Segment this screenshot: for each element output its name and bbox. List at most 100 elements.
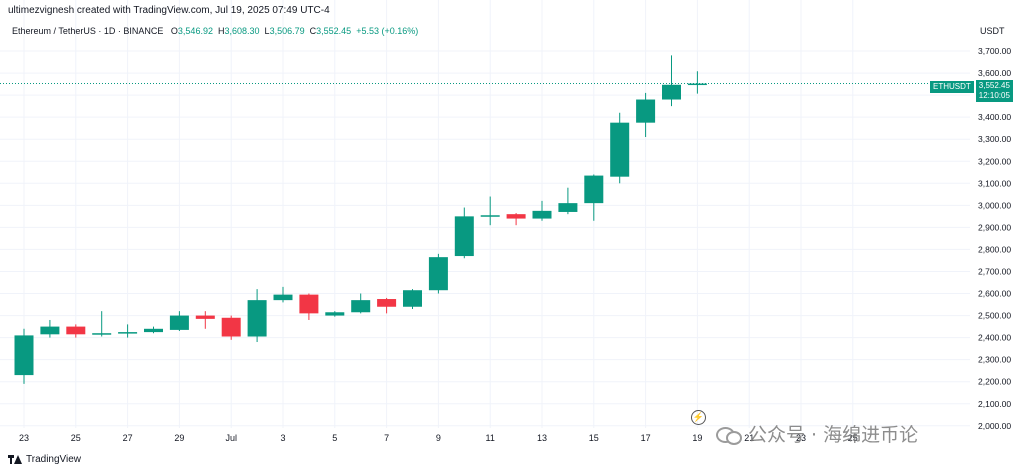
candle-body [558,203,578,212]
candle-body [636,99,656,123]
wechat-icon [716,425,742,445]
candle-body [532,210,552,219]
attribution-line: ultimezvignesh created with TradingView.… [8,5,330,16]
x-tick-label: 7 [384,433,389,443]
y-tick-label: 2,300.00 [978,355,1011,365]
candle [532,200,552,221]
x-tick-label: Jul [225,433,237,443]
y-tick-label: 2,100.00 [978,399,1011,409]
x-tick-label: 25 [848,433,858,443]
candle [480,196,500,226]
candle-body [325,312,345,316]
candle-body [299,294,319,314]
y-tick-label: 3,700.00 [978,46,1011,56]
candle-body [169,315,189,330]
candle [610,112,630,184]
candle [169,311,189,331]
price-tag-box: 3,552.45 12:10:05 [975,80,1013,102]
open-label: O [170,26,178,36]
x-tick-label: 25 [71,433,81,443]
x-tick-label: 29 [174,433,184,443]
price-axis: 2,000.00 2,100.00 2,200.00 2,300.00 2,400.00… [978,46,1011,431]
candle-body [377,299,397,307]
candle-body [118,332,138,334]
candle-body [662,84,681,100]
candle [454,207,474,259]
tradingview-logo[interactable]: TradingView [8,454,81,465]
candle-body [480,215,500,217]
price-tag-price: 3,552.45 [978,81,1010,90]
chart-grid [0,0,970,428]
candle-body [687,83,707,86]
open-value: 3,546.92 [177,26,213,36]
ohlc-legend: Ethereum / TetherUS · 1D · BINANCE O3,54… [12,26,418,36]
candle [506,213,526,226]
x-tick-label: 3 [280,433,285,443]
y-tick-label: 2,500.00 [978,311,1011,321]
symbol-title: Ethereum / TetherUS · 1D · BINANCE [12,26,164,36]
y-tick-label: 3,300.00 [978,134,1011,144]
close-label: C [309,26,317,36]
y-tick-label: 3,100.00 [978,178,1011,188]
tradingview-brand: TradingView [26,454,82,465]
candle [351,293,371,314]
candle [428,253,448,294]
candle [221,315,241,340]
candle-body [247,300,267,337]
candle [14,328,34,384]
low-value: 3,506.79 [269,26,305,36]
lightning-icon[interactable]: ⚡ [691,410,706,425]
candle [144,326,163,334]
price-tag-countdown: 12:10:05 [978,91,1010,100]
y-tick-label: 2,900.00 [978,222,1011,232]
y-tick-label: 3,000.00 [978,200,1011,210]
candle-body [610,122,630,177]
candle [687,71,707,94]
tradingview-logo-icon [8,455,22,464]
y-tick-label: 2,000.00 [978,421,1011,431]
x-tick-label: 15 [589,433,599,443]
price-tag-symbol: ETHUSDT [930,81,974,93]
last-price-tag: ETHUSDT 3,552.45 12:10:05 [930,80,1013,102]
candle-body [221,317,241,337]
currency-label: USDT [980,26,1005,36]
x-tick-label: 23 [796,433,806,443]
candle [247,289,267,343]
time-axis: 23 25 27 29 Jul 3 5 7 9 11 13 15 17 19 21 23 25 [19,433,858,443]
change-value: +5.53 (+0.16%) [356,26,419,36]
candle-body [66,326,86,335]
x-tick-label: 23 [19,433,29,443]
candle [403,289,422,309]
candle [118,324,138,338]
candle-body [40,326,60,335]
y-tick-label: 2,600.00 [978,289,1011,299]
candle-body [273,294,293,301]
x-tick-label: 17 [641,433,651,443]
candle-body [584,175,604,204]
wechat-watermark: 公众号 · 海绵进币论 [716,420,918,447]
y-tick-label: 2,700.00 [978,266,1011,276]
candle-body [92,333,112,335]
low-label: L [264,26,270,36]
candle [195,311,215,329]
candle-body [454,216,474,257]
candle [40,319,60,338]
y-tick-label: 2,800.00 [978,244,1011,254]
candle [273,286,293,303]
x-tick-label: 19 [692,433,702,443]
candle [66,324,86,338]
x-tick-label: 5 [332,433,337,443]
candle [636,92,656,137]
y-tick-label: 3,400.00 [978,112,1011,122]
x-tick-label: 27 [123,433,133,443]
x-tick-label: 9 [436,433,441,443]
candle-body [144,328,163,333]
candle [662,55,681,107]
high-label: H [217,26,225,36]
y-tick-label: 2,200.00 [978,377,1011,387]
candle [377,297,397,314]
y-tick-label: 3,600.00 [978,68,1011,78]
candle-body [195,315,215,319]
candles [14,55,707,384]
